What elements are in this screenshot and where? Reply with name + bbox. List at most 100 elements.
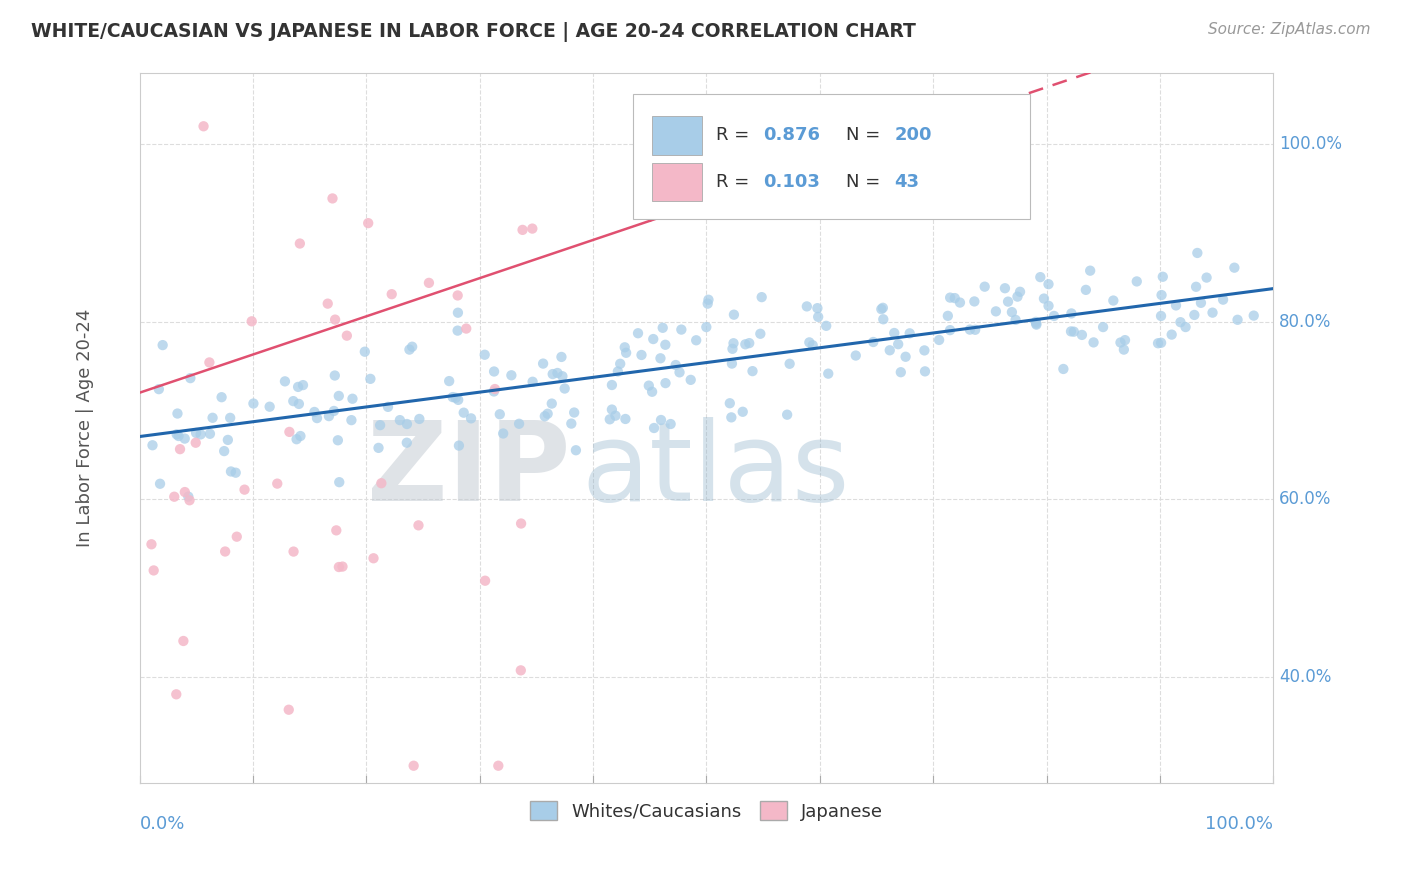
Point (685, 333, 707, 347)
Point (1032, 292, 1054, 306)
Point (609, 357, 631, 371)
Point (357, 216, 380, 230)
Point (1150, 288, 1173, 302)
Point (1043, 309, 1066, 323)
Point (402, 758, 425, 772)
Point (225, 466, 247, 480)
Point (166, 407, 188, 421)
Point (381, 287, 404, 301)
Point (943, 291, 966, 305)
Point (240, 314, 263, 328)
Point (447, 288, 470, 302)
Point (696, 296, 718, 310)
Point (169, 442, 191, 457)
Point (665, 358, 688, 372)
Point (883, 326, 905, 340)
Point (1070, 327, 1092, 342)
Point (342, 392, 364, 406)
Point (283, 544, 305, 558)
Point (540, 396, 562, 410)
Point (184, 435, 207, 450)
Point (776, 408, 799, 422)
Point (651, 320, 673, 334)
Point (447, 392, 470, 407)
Point (522, 221, 544, 235)
Point (323, 312, 346, 326)
Point (731, 405, 754, 419)
Point (510, 516, 533, 531)
Point (201, 410, 224, 425)
Point (441, 390, 464, 404)
Point (630, 348, 652, 362)
Text: N =: N = (846, 173, 886, 191)
Point (353, 344, 375, 359)
Point (751, 290, 773, 304)
Point (796, 300, 818, 314)
Point (872, 301, 894, 315)
Point (912, 343, 935, 358)
Point (1160, 327, 1182, 342)
Point (1152, 269, 1174, 284)
Point (845, 349, 868, 363)
Point (939, 323, 962, 337)
Point (1109, 335, 1132, 350)
Point (1025, 318, 1047, 332)
Point (388, 413, 411, 427)
Point (1008, 285, 1031, 299)
Point (288, 397, 311, 411)
Point (650, 413, 672, 427)
Text: ZIP: ZIP (367, 417, 571, 524)
Point (815, 318, 838, 333)
Point (418, 276, 440, 290)
Point (287, 380, 309, 394)
Point (1025, 315, 1047, 329)
Point (531, 357, 554, 371)
Text: R =: R = (716, 127, 755, 145)
Point (949, 295, 972, 310)
Point (959, 323, 981, 337)
Point (233, 483, 256, 497)
Point (939, 291, 962, 305)
Point (659, 417, 682, 431)
Point (316, 296, 339, 310)
Point (1223, 260, 1246, 275)
Point (541, 367, 564, 381)
Point (482, 364, 505, 378)
Point (321, 191, 343, 205)
Point (292, 378, 315, 392)
Point (654, 376, 676, 391)
Point (1189, 296, 1212, 310)
Point (370, 476, 392, 491)
Legend: Whites/Caucasians, Japanese: Whites/Caucasians, Japanese (523, 794, 890, 828)
Text: R =: R = (716, 173, 755, 191)
Point (328, 475, 350, 490)
Point (890, 365, 912, 379)
Point (734, 337, 756, 351)
Point (1226, 313, 1249, 327)
Point (1004, 313, 1026, 327)
Point (290, 429, 312, 443)
Point (482, 384, 505, 399)
Point (914, 364, 936, 378)
Point (1007, 290, 1029, 304)
Point (887, 337, 910, 351)
Point (285, 432, 308, 446)
Point (997, 294, 1019, 309)
Text: 80.0%: 80.0% (1279, 313, 1331, 331)
Point (679, 373, 702, 387)
Point (377, 400, 399, 414)
Point (1078, 263, 1101, 277)
Point (359, 372, 381, 386)
Point (212, 444, 235, 458)
Point (600, 378, 623, 392)
Point (288, 236, 311, 251)
Point (141, 537, 163, 551)
Point (1092, 320, 1115, 334)
Point (509, 664, 531, 678)
Point (1074, 283, 1097, 297)
Point (1060, 306, 1083, 320)
Point (600, 402, 623, 417)
Point (323, 368, 346, 383)
Point (862, 334, 884, 349)
Point (474, 574, 496, 588)
